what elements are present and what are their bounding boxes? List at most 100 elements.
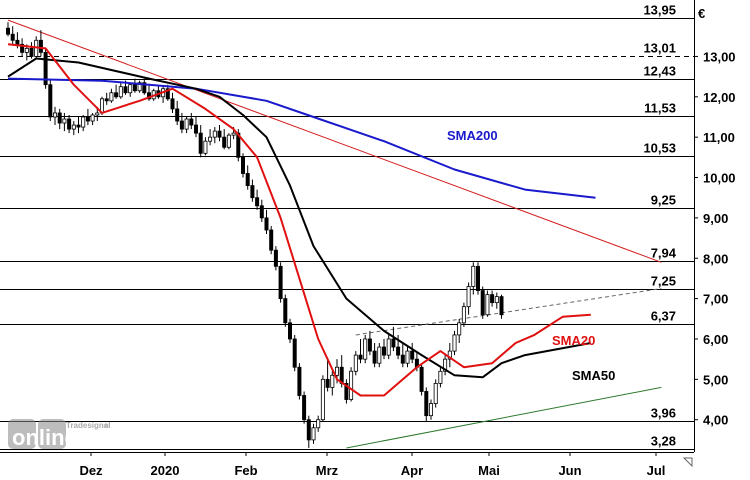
candle-body bbox=[452, 334, 457, 352]
candle-body bbox=[447, 350, 452, 360]
candle bbox=[62, 112, 67, 132]
candle bbox=[259, 199, 264, 222]
candle bbox=[400, 343, 405, 368]
candle-body bbox=[405, 350, 410, 364]
sma50-label: SMA50 bbox=[572, 368, 615, 383]
candle-body bbox=[410, 350, 415, 360]
candle bbox=[132, 78, 137, 93]
sma200-line bbox=[7, 77, 596, 199]
candle bbox=[212, 127, 217, 144]
candle-body bbox=[38, 39, 43, 53]
candle-body bbox=[353, 354, 358, 372]
candle-body bbox=[358, 354, 363, 360]
candle-body bbox=[250, 185, 255, 199]
candle-body bbox=[189, 118, 194, 126]
trendline-1 bbox=[355, 288, 662, 336]
x-tick-label: Dez bbox=[79, 463, 103, 478]
level-label: 9,25 bbox=[651, 193, 676, 208]
candle bbox=[381, 338, 386, 360]
candle-body bbox=[306, 419, 311, 441]
candle-body bbox=[62, 118, 67, 124]
candle bbox=[494, 292, 499, 309]
candle-body bbox=[137, 82, 142, 92]
candle-body bbox=[226, 134, 231, 148]
watermark-registered: ® bbox=[104, 423, 109, 430]
candle bbox=[38, 30, 43, 57]
candle-body bbox=[193, 124, 198, 134]
candle bbox=[255, 189, 260, 210]
candle bbox=[137, 80, 142, 93]
candle bbox=[377, 343, 382, 368]
candle-body bbox=[6, 27, 11, 35]
candle-body bbox=[400, 354, 405, 364]
candle-body bbox=[109, 92, 114, 102]
candle bbox=[428, 399, 433, 420]
candle-body bbox=[132, 84, 137, 92]
level-label: 3,96 bbox=[651, 406, 676, 421]
candle bbox=[466, 282, 471, 315]
candle bbox=[461, 302, 466, 327]
candle-body bbox=[330, 374, 335, 388]
candle-body bbox=[212, 130, 217, 138]
candle bbox=[499, 294, 504, 319]
candle bbox=[53, 106, 58, 126]
candle bbox=[372, 343, 377, 368]
candle-body bbox=[278, 265, 283, 300]
trendline-0 bbox=[7, 19, 662, 263]
candle-body bbox=[494, 296, 499, 304]
candle-body bbox=[438, 370, 443, 384]
candle bbox=[471, 262, 476, 295]
candle bbox=[43, 48, 48, 89]
candle bbox=[85, 108, 90, 126]
x-tick-label: Jul bbox=[647, 463, 666, 478]
y-tick-label: 12,00 bbox=[703, 90, 736, 105]
candle bbox=[424, 387, 429, 422]
candle-body bbox=[170, 98, 175, 110]
candle bbox=[358, 338, 363, 364]
candle-body bbox=[57, 112, 62, 124]
candle-body bbox=[283, 298, 288, 324]
level-label: 7,94 bbox=[651, 246, 677, 261]
candle-body bbox=[475, 265, 480, 291]
candle bbox=[10, 26, 15, 45]
candle bbox=[118, 82, 123, 99]
candle-body bbox=[316, 419, 321, 429]
candle-body bbox=[24, 47, 29, 53]
candle-body bbox=[71, 124, 76, 130]
candle bbox=[184, 116, 189, 134]
candle-body bbox=[297, 366, 302, 396]
candle bbox=[170, 92, 175, 113]
candle bbox=[419, 363, 424, 396]
candle bbox=[250, 179, 255, 202]
candle bbox=[104, 92, 109, 105]
resize-handle-icon[interactable] bbox=[682, 457, 693, 468]
level-label: 7,25 bbox=[651, 274, 676, 289]
candle bbox=[452, 330, 457, 356]
candle-body bbox=[461, 306, 466, 324]
candle bbox=[410, 343, 415, 364]
candle bbox=[475, 262, 480, 295]
candle bbox=[179, 112, 184, 134]
candle bbox=[114, 84, 119, 99]
candle-body bbox=[381, 346, 386, 356]
candle bbox=[217, 125, 222, 142]
level-label: 12,43 bbox=[643, 64, 676, 79]
candle-body bbox=[142, 82, 147, 94]
y-tick-label: 6,00 bbox=[703, 332, 728, 347]
candle bbox=[391, 326, 396, 352]
candle bbox=[175, 100, 180, 126]
candle-body bbox=[104, 98, 109, 102]
candle bbox=[48, 78, 53, 122]
candle bbox=[405, 347, 410, 368]
candle-body bbox=[231, 132, 236, 136]
candle-body bbox=[217, 130, 222, 138]
axes: €4,00 5,00 6,00 7,00 8,00 9,00 10,00 11,00 12,00… bbox=[0, 0, 736, 478]
candle bbox=[29, 42, 34, 59]
sma20-line bbox=[7, 43, 591, 397]
x-tick-label: Jun bbox=[558, 463, 581, 478]
x-tick-label: Mrz bbox=[316, 463, 339, 478]
candle bbox=[273, 246, 278, 271]
level-label: 11,53 bbox=[644, 101, 676, 116]
candle bbox=[264, 209, 269, 235]
y-tick-label: 10,00 bbox=[703, 171, 736, 186]
